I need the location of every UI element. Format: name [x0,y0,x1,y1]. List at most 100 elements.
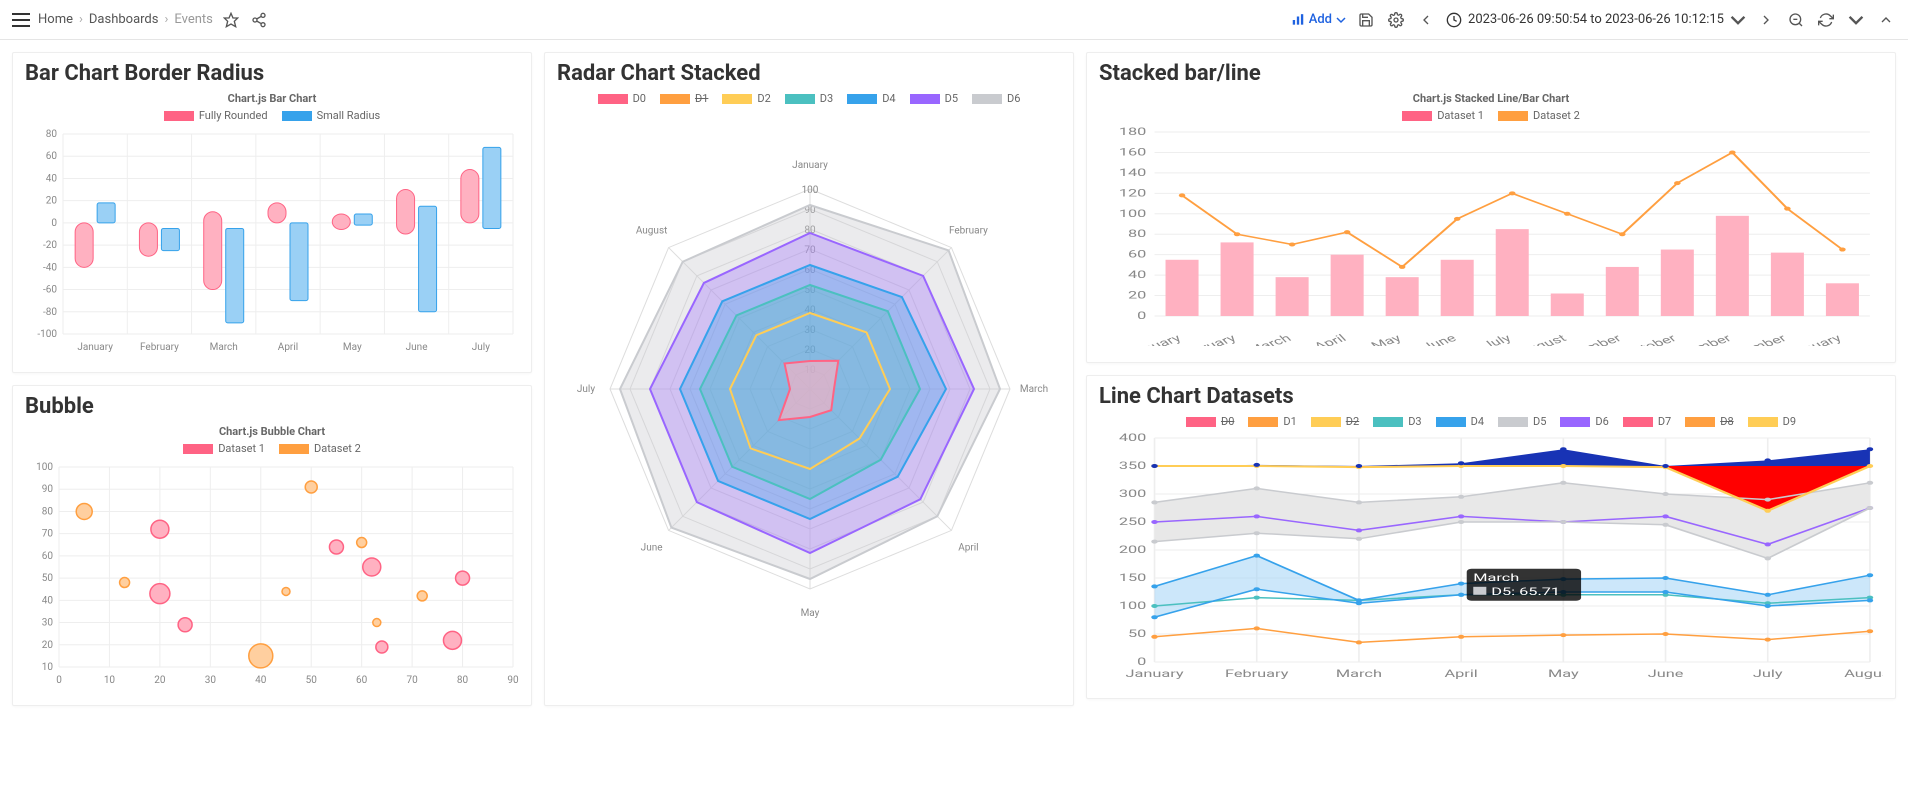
svg-text:20: 20 [1128,290,1146,302]
panel-line-datasets[interactable]: Line Chart Datasets D0D1D2D3D4D5D6D7D8D9… [1086,375,1896,699]
svg-text:80: 80 [46,129,58,140]
svg-text:140: 140 [1119,167,1147,179]
svg-text:50: 50 [42,573,54,584]
svg-text:60: 60 [356,675,368,686]
time-range-text: 2023-06-26 09:50:54 to 2023-06-26 10:12:… [1468,12,1724,27]
svg-text:-40: -40 [43,262,57,273]
svg-text:60: 60 [1128,249,1146,261]
refresh-dropdown-icon[interactable] [1846,10,1866,30]
svg-text:May: May [1548,668,1579,680]
svg-text:May: May [1368,332,1405,346]
gear-icon[interactable] [1386,10,1406,30]
svg-text:August: August [1844,668,1883,680]
svg-text:April: April [958,542,978,553]
svg-text:January: January [1125,668,1184,680]
svg-text:October: October [1620,332,1680,346]
legend: D0D1D2D3D4D5D6 [557,92,1061,105]
svg-text:30: 30 [42,618,54,629]
svg-text:-60: -60 [43,285,57,296]
panel-bubble[interactable]: Bubble Chart.js Bubble Chart Dataset 1Da… [12,385,532,706]
svg-text:20: 20 [42,640,54,651]
svg-text:180: 180 [1119,126,1147,138]
panel-title: Stacked bar/line [1099,61,1883,86]
svg-text:30: 30 [205,675,217,686]
svg-text:February: February [140,342,179,353]
bar-radius-chart: -100-80-60-40-20020406080JanuaryFebruary… [25,126,519,356]
svg-text:90: 90 [507,675,519,686]
breadcrumb-dashboards[interactable]: Dashboards [89,12,159,27]
panel-radar[interactable]: Radar Chart Stacked D0D1D2D3D4D5D6 10203… [544,52,1074,706]
svg-text:150: 150 [1119,572,1147,584]
panel-title: Bar Chart Border Radius [25,61,519,86]
panel-title: Bubble [25,394,519,419]
svg-text:July: July [472,342,490,353]
svg-text:50: 50 [1128,628,1146,640]
svg-text:100: 100 [1119,600,1147,612]
svg-text:0: 0 [51,218,57,229]
panel-stacked-barline[interactable]: Stacked bar/line Chart.js Stacked Line/B… [1086,52,1896,363]
breadcrumb-home[interactable]: Home [38,12,73,27]
svg-text:June: June [641,542,663,553]
svg-text:0: 0 [56,675,62,686]
chevron-left-icon[interactable] [1416,10,1436,30]
svg-text:80: 80 [1128,228,1146,240]
svg-text:60: 60 [46,151,58,162]
svg-text:50: 50 [306,675,318,686]
add-button[interactable]: Add [1291,12,1346,27]
svg-text:March: March [1020,384,1048,395]
svg-text:March: March [210,342,238,353]
legend: D0D1D2D3D4D5D6D7D8D9 [1099,415,1883,428]
svg-text:90: 90 [42,484,54,495]
chart-title: Chart.js Bar Chart [25,92,519,105]
svg-text:300: 300 [1119,488,1147,500]
save-icon[interactable] [1356,10,1376,30]
legend: Dataset 1Dataset 2 [25,442,519,455]
panel-title: Radar Chart Stacked [557,61,1061,86]
svg-text:January: January [1785,332,1846,346]
time-range-picker[interactable]: 2023-06-26 09:50:54 to 2023-06-26 10:12:… [1446,12,1746,28]
refresh-icon[interactable] [1816,10,1836,30]
svg-text:20: 20 [154,675,166,686]
svg-text:60: 60 [42,551,54,562]
svg-text:0: 0 [1137,310,1146,322]
breadcrumb: Home › Dashboards › Events [38,12,213,27]
panel-bar-radius[interactable]: Bar Chart Border Radius Chart.js Bar Cha… [12,52,532,373]
svg-text:40: 40 [255,675,267,686]
svg-text:August: August [1515,332,1569,346]
svg-text:February: February [1175,332,1240,346]
svg-text:February: February [949,226,988,237]
svg-text:80: 80 [457,675,469,686]
svg-text:350: 350 [1119,460,1147,472]
svg-text:January: January [1124,332,1185,346]
stacked-barline-chart: 020406080100120140160180JanuaryFebruaryM… [1099,126,1883,346]
star-icon[interactable] [221,10,241,30]
svg-text:100: 100 [36,462,53,473]
svg-text:July: July [1753,668,1783,680]
svg-text:January: January [77,342,113,353]
svg-text:D5: 65.71: D5: 65.71 [1491,586,1560,598]
svg-text:80: 80 [42,506,54,517]
svg-text:May: May [343,342,362,353]
svg-text:April: April [278,342,298,353]
breadcrumb-current: Events [174,12,212,27]
chevron-right-icon[interactable] [1756,10,1776,30]
svg-text:July: July [1479,332,1515,346]
zoom-out-icon[interactable] [1786,10,1806,30]
svg-text:-100: -100 [37,329,57,340]
svg-text:20: 20 [46,196,58,207]
chevron-up-icon[interactable] [1876,10,1896,30]
legend: Fully RoundedSmall Radius [25,109,519,122]
svg-text:0: 0 [1137,656,1146,668]
svg-text:August: August [636,226,668,237]
svg-text:40: 40 [46,173,58,184]
share-icon[interactable] [249,10,269,30]
svg-text:70: 70 [406,675,418,686]
svg-text:March: March [1336,668,1382,680]
svg-text:June: June [1648,668,1684,680]
svg-text:-80: -80 [43,307,57,318]
svg-text:160: 160 [1119,147,1147,159]
svg-text:400: 400 [1119,432,1147,444]
hamburger-menu-icon[interactable] [12,13,30,27]
svg-text:May: May [801,608,820,619]
svg-text:April: April [1311,332,1349,346]
